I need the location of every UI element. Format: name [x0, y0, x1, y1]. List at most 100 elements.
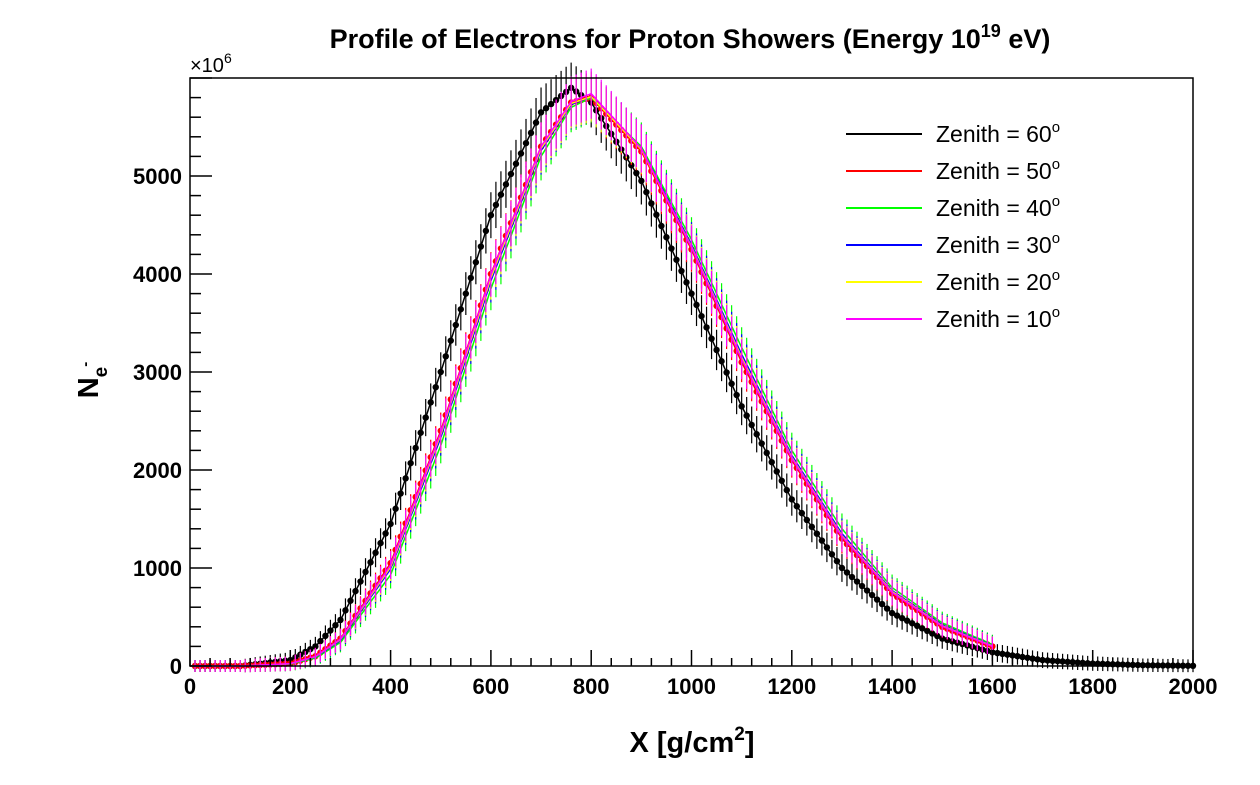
- series-2: [190, 72, 996, 673]
- data-point: [1059, 658, 1066, 665]
- data-point: [888, 609, 896, 617]
- data-point: [1019, 653, 1026, 661]
- data-point: [497, 191, 505, 198]
- legend: Zenith = 60o Zenith = 50o Zenith = 40o Zeni…: [846, 119, 1060, 332]
- data-point: [853, 578, 861, 585]
- data-point: [342, 607, 349, 614]
- data-point: [768, 458, 775, 466]
- data-point: [322, 632, 329, 640]
- data-point: [1084, 660, 1091, 667]
- data-point: [1024, 654, 1031, 661]
- data-point: [1004, 651, 1011, 658]
- x-tick-label: 600: [473, 674, 510, 699]
- data-point: [673, 256, 680, 263]
- data-point: [1014, 653, 1021, 660]
- data-point: [442, 353, 449, 360]
- series-6: [190, 68, 994, 673]
- data-point: [763, 449, 770, 457]
- series-layer: [190, 62, 1197, 673]
- data-point: [918, 625, 926, 632]
- data-point: [487, 212, 495, 219]
- data-point: [793, 503, 801, 510]
- data-point: [337, 616, 344, 624]
- data-point: [357, 578, 364, 585]
- data-point: [1054, 657, 1061, 665]
- data-point: [783, 486, 790, 494]
- data-point: [352, 587, 359, 595]
- data-point: [944, 636, 951, 644]
- data-point: [467, 274, 475, 282]
- data-point: [818, 537, 826, 544]
- x-tick-label: 2000: [1169, 674, 1218, 699]
- data-point: [417, 429, 424, 436]
- data-point: [392, 505, 399, 512]
- data-point: [347, 597, 354, 604]
- plot-frame: [189, 77, 1194, 667]
- data-point: [693, 301, 700, 309]
- series-1: [190, 62, 1197, 673]
- data-point: [903, 617, 911, 624]
- data-point: [939, 635, 946, 642]
- data-point: [668, 245, 675, 252]
- data-point: [838, 564, 846, 572]
- data-point: [994, 649, 1001, 657]
- data-point: [457, 306, 465, 313]
- x-tick-label: 0: [184, 674, 196, 699]
- data-point: [803, 516, 811, 524]
- data-point: [688, 290, 695, 297]
- data-point: [823, 544, 831, 551]
- data-point: [898, 614, 906, 622]
- data-point: [848, 573, 856, 581]
- data-point: [452, 321, 459, 329]
- legend-entry: Zenith = 10o: [936, 304, 1060, 332]
- data-point: [643, 188, 650, 196]
- data-point: [1044, 657, 1051, 664]
- data-point: [663, 234, 670, 241]
- y-multiplier: ×106: [190, 50, 232, 77]
- data-point: [833, 557, 841, 565]
- data-point: [718, 358, 725, 365]
- data-point: [482, 227, 490, 235]
- x-tick-label: 200: [272, 674, 309, 699]
- data-point: [698, 312, 705, 320]
- data-point: [878, 600, 886, 608]
- data-point: [382, 530, 389, 537]
- y-axis-label: Ne-: [73, 362, 112, 399]
- legend-entry: Zenith = 20o: [936, 267, 1060, 295]
- data-point: [883, 605, 891, 612]
- data-point: [462, 290, 470, 297]
- data-point: [1079, 659, 1086, 667]
- y-tick-label: 4000: [133, 262, 182, 287]
- data-point: [387, 520, 394, 528]
- data-point: [743, 412, 750, 419]
- data-point: [893, 612, 901, 619]
- data-point: [1009, 652, 1016, 659]
- data-point: [868, 591, 876, 599]
- x-axis-label: X [g/cm2]: [630, 724, 755, 759]
- data-point: [492, 201, 500, 209]
- y-tick-label: 1000: [133, 556, 182, 581]
- data-point: [778, 477, 785, 484]
- legend-entry: Zenith = 40o: [936, 193, 1060, 221]
- data-point: [367, 559, 374, 566]
- data-point: [828, 551, 836, 558]
- data-point: [397, 490, 404, 497]
- x-tick-label: 800: [573, 674, 610, 699]
- data-point: [532, 119, 540, 126]
- data-point: [437, 368, 444, 376]
- data-point: [728, 380, 735, 387]
- data-point: [658, 222, 665, 230]
- data-point: [733, 391, 740, 399]
- data-point: [472, 259, 480, 266]
- data-point: [327, 627, 334, 634]
- data-point: [758, 440, 765, 447]
- data-point: [517, 150, 525, 157]
- data-point: [427, 399, 434, 406]
- data-point: [748, 421, 755, 429]
- data-point: [1139, 662, 1147, 669]
- data-point: [813, 530, 821, 537]
- data-point: [678, 267, 685, 275]
- data-point: [377, 539, 384, 547]
- y-tick-label: 2000: [133, 458, 182, 483]
- data-point: [723, 369, 730, 376]
